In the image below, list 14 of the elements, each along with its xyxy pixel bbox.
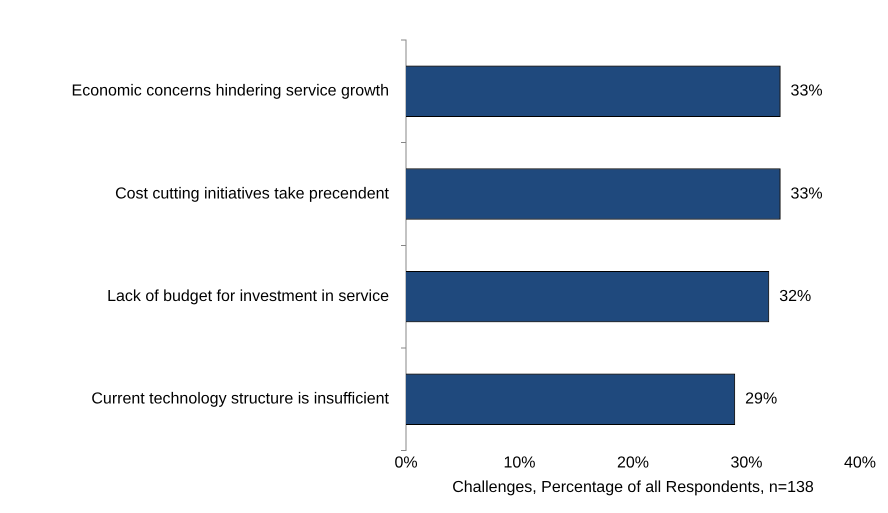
x-tick-label: 0% [394,454,418,472]
x-tick-label: 10% [503,454,536,472]
data-label: 29% [745,390,778,408]
x-tick-label: 40% [844,454,876,472]
y-tick-label: Cost cutting initiatives take precendent [115,185,390,202]
x-tick-label: 30% [730,454,763,472]
x-axis-title: Challenges, Percentage of all Respondents, n=138 [452,478,814,496]
data-label: 33% [790,185,823,202]
y-tick-label: Economic concerns hindering service growth [72,82,389,100]
data-label: 33% [790,82,823,100]
data-label: 32% [779,288,812,306]
y-tick-label: Lack of budget for investment in service [107,288,390,306]
x-tick-label: 20% [616,454,650,472]
y-tick-label: Current technology structure is insufficient [91,390,390,408]
